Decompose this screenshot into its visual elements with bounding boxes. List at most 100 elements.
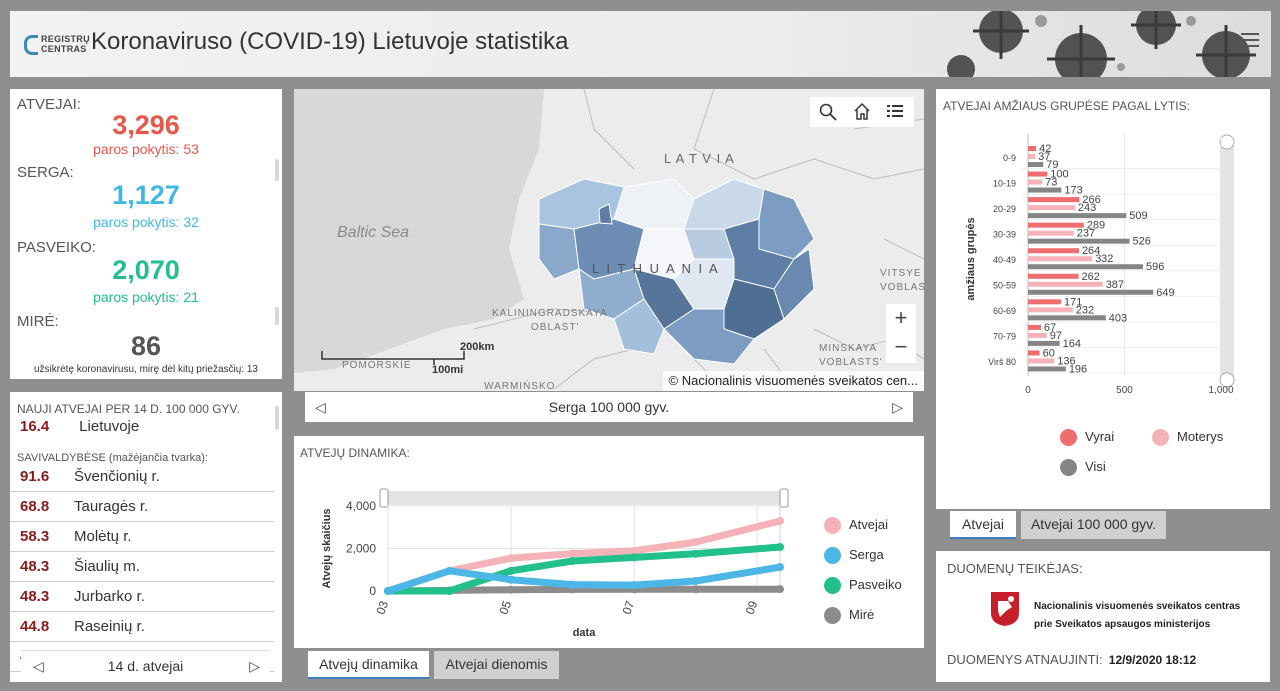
bar-label: 73 <box>1045 177 1057 189</box>
list-item-name: Jurbarko r. <box>74 588 145 605</box>
chevron-left-icon[interactable]: ◁ <box>315 399 326 415</box>
legend-item-atvejai[interactable]: Atvejai <box>824 517 889 535</box>
legend-label: Atvejai <box>849 517 889 532</box>
map-toolbar <box>810 97 914 127</box>
legend-item-pasveiko[interactable]: Pasveiko <box>824 577 902 595</box>
x-axis-label: data <box>573 627 597 639</box>
summary-stats-panel: ATVEJAI: 3,296 paros pokytis: 53 SERGA: … <box>10 89 282 379</box>
list-item[interactable]: 91.6 Švenčionių r. <box>10 462 274 492</box>
map-label-kaliningrad: KALININGRADSKAYA <box>492 308 608 319</box>
chevron-right-icon[interactable]: ▷ <box>892 399 903 415</box>
legend-dot <box>824 607 841 625</box>
recovered-change: paros pokytis: 21 <box>93 289 199 305</box>
legend-item-mire[interactable]: Mirė <box>824 607 875 625</box>
time-slider-handle-left <box>379 488 389 508</box>
deaths-label: MIRĖ: <box>17 313 59 330</box>
list-item[interactable]: 68.8 Tauragės r. <box>10 492 274 522</box>
x-tick-label: 03 <box>373 599 391 617</box>
x-tick-label: 09 <box>743 599 761 617</box>
bar-vyrai <box>1028 171 1048 177</box>
bar-moterys <box>1028 205 1075 211</box>
list-item[interactable]: 48.3 Šiaulių m. <box>10 552 274 582</box>
app-header: REGISTRŲ CENTRAS Koronaviruso (COVID-19)… <box>10 11 1271 77</box>
home-icon[interactable] <box>853 102 871 121</box>
bar-label: 264 <box>1082 245 1100 257</box>
y-tick-label: 70-79 <box>993 332 1016 342</box>
bar-moterys <box>1028 154 1036 159</box>
x-tick-label: 07 <box>620 599 638 617</box>
chevron-right-icon[interactable]: ▷ <box>249 658 260 674</box>
legend-list-icon[interactable] <box>886 103 904 121</box>
bar-label: 387 <box>1106 279 1124 291</box>
bar-vyrai <box>1028 299 1062 305</box>
legend-dot <box>824 577 841 595</box>
virus-illustration <box>947 11 1256 77</box>
country-row: 16.4 Lietuvoje <box>20 418 139 435</box>
data-point <box>445 566 454 575</box>
list-item-value: 44.8 <box>20 618 50 635</box>
data-point <box>776 563 784 572</box>
dynamics-chart[interactable]: 0 2,000 4,000 03 05 07 09 data Atvejų skaičius <box>294 436 924 648</box>
data-point <box>568 549 577 558</box>
legend-item-vyrai[interactable]: Vyrai <box>1060 429 1115 447</box>
age-chart-title: ATVEJAI AMŽIAUS GRUPĖSE PAGAL LYTIS: <box>943 99 1190 113</box>
bar-moterys <box>1028 256 1093 262</box>
registru-centras-logo: REGISTRŲ CENTRAS <box>24 33 90 59</box>
tab-atvejai-100000[interactable]: Atvejai 100 000 gyv. <box>1021 511 1166 539</box>
legend-item-visi[interactable]: Visi <box>1060 459 1106 477</box>
cases-label: ATVEJAI: <box>17 96 81 113</box>
bar-label: 403 <box>1109 312 1127 324</box>
legend-label: Vyrai <box>1085 429 1115 444</box>
list14-pager: ◁ 14 d. atvejai ▷ <box>21 650 270 680</box>
cases-14d-list-panel: NAUJI ATVEJAI PER 14 D. 100 000 GYV. 16.… <box>10 392 282 682</box>
list-item[interactable]: 58.3 Molėtų r. <box>10 522 274 552</box>
provider-name-line1: Nacionalinis visuomenės sveikatos centra… <box>1034 601 1241 612</box>
list-item[interactable]: 44.8 Raseinių r. <box>10 612 274 642</box>
legend-item-moterys[interactable]: Moterys <box>1152 429 1223 447</box>
time-slider-track <box>384 491 784 505</box>
choropleth-map[interactable]: L A T V I A Baltic Sea L I T H U A N I A… <box>294 89 924 391</box>
x-tick-label: 500 <box>1116 385 1133 396</box>
stats-scrollbar-lower[interactable] <box>275 307 279 325</box>
bar-visi <box>1028 340 1060 346</box>
bar-visi <box>1028 213 1127 219</box>
bar-visi <box>1028 162 1044 167</box>
stats-scrollbar[interactable] <box>275 159 279 181</box>
bar-visi <box>1028 264 1144 270</box>
legend-label: Mirė <box>849 607 875 622</box>
data-point <box>776 543 784 552</box>
map-label-latvia: L A T V I A <box>664 151 735 166</box>
tab-atvejai-dienomis[interactable]: Atvejai dienomis <box>434 651 559 679</box>
search-icon[interactable] <box>819 103 837 121</box>
zoom-out-icon[interactable]: − <box>886 333 916 363</box>
bar-label: 60 <box>1043 347 1055 359</box>
zoom-in-icon[interactable]: + <box>886 304 916 334</box>
updated-label: DUOMENYS ATNAUJINTI: <box>947 652 1103 667</box>
age-chart-scrollbar <box>1220 139 1234 384</box>
bar-vyrai <box>1028 248 1079 254</box>
recovered-value: 2,070 <box>112 255 180 285</box>
y-tick-label: Virš 80 <box>988 357 1016 367</box>
legend-dot <box>1060 429 1077 447</box>
list14-pager-label: 14 d. atvejai <box>107 658 184 674</box>
data-point <box>507 566 516 575</box>
list-item-name: Šiaulių m. <box>74 558 140 575</box>
y-tick-label: 0 <box>369 584 376 598</box>
series-line-atvejai <box>384 517 784 595</box>
tab-atvejai[interactable]: Atvejai <box>950 511 1016 539</box>
hamburger-menu-icon[interactable] <box>1241 33 1259 49</box>
tab-atveju-dinamika[interactable]: Atvejų dinamika <box>308 651 429 679</box>
list-item[interactable]: 48.3 Jurbarko r. <box>10 582 274 612</box>
data-point <box>507 554 516 563</box>
legend-dot <box>1152 429 1169 447</box>
legend-item-serga[interactable]: Serga <box>824 547 884 565</box>
data-point <box>507 575 516 584</box>
bar-moterys <box>1028 307 1073 313</box>
chevron-left-icon[interactable]: ◁ <box>33 658 44 674</box>
bar-label: 100 <box>1050 169 1068 181</box>
data-point <box>630 546 639 555</box>
list14-scrollbar[interactable] <box>275 406 279 430</box>
data-point <box>568 557 577 566</box>
y-tick-label: 50-59 <box>993 281 1016 291</box>
